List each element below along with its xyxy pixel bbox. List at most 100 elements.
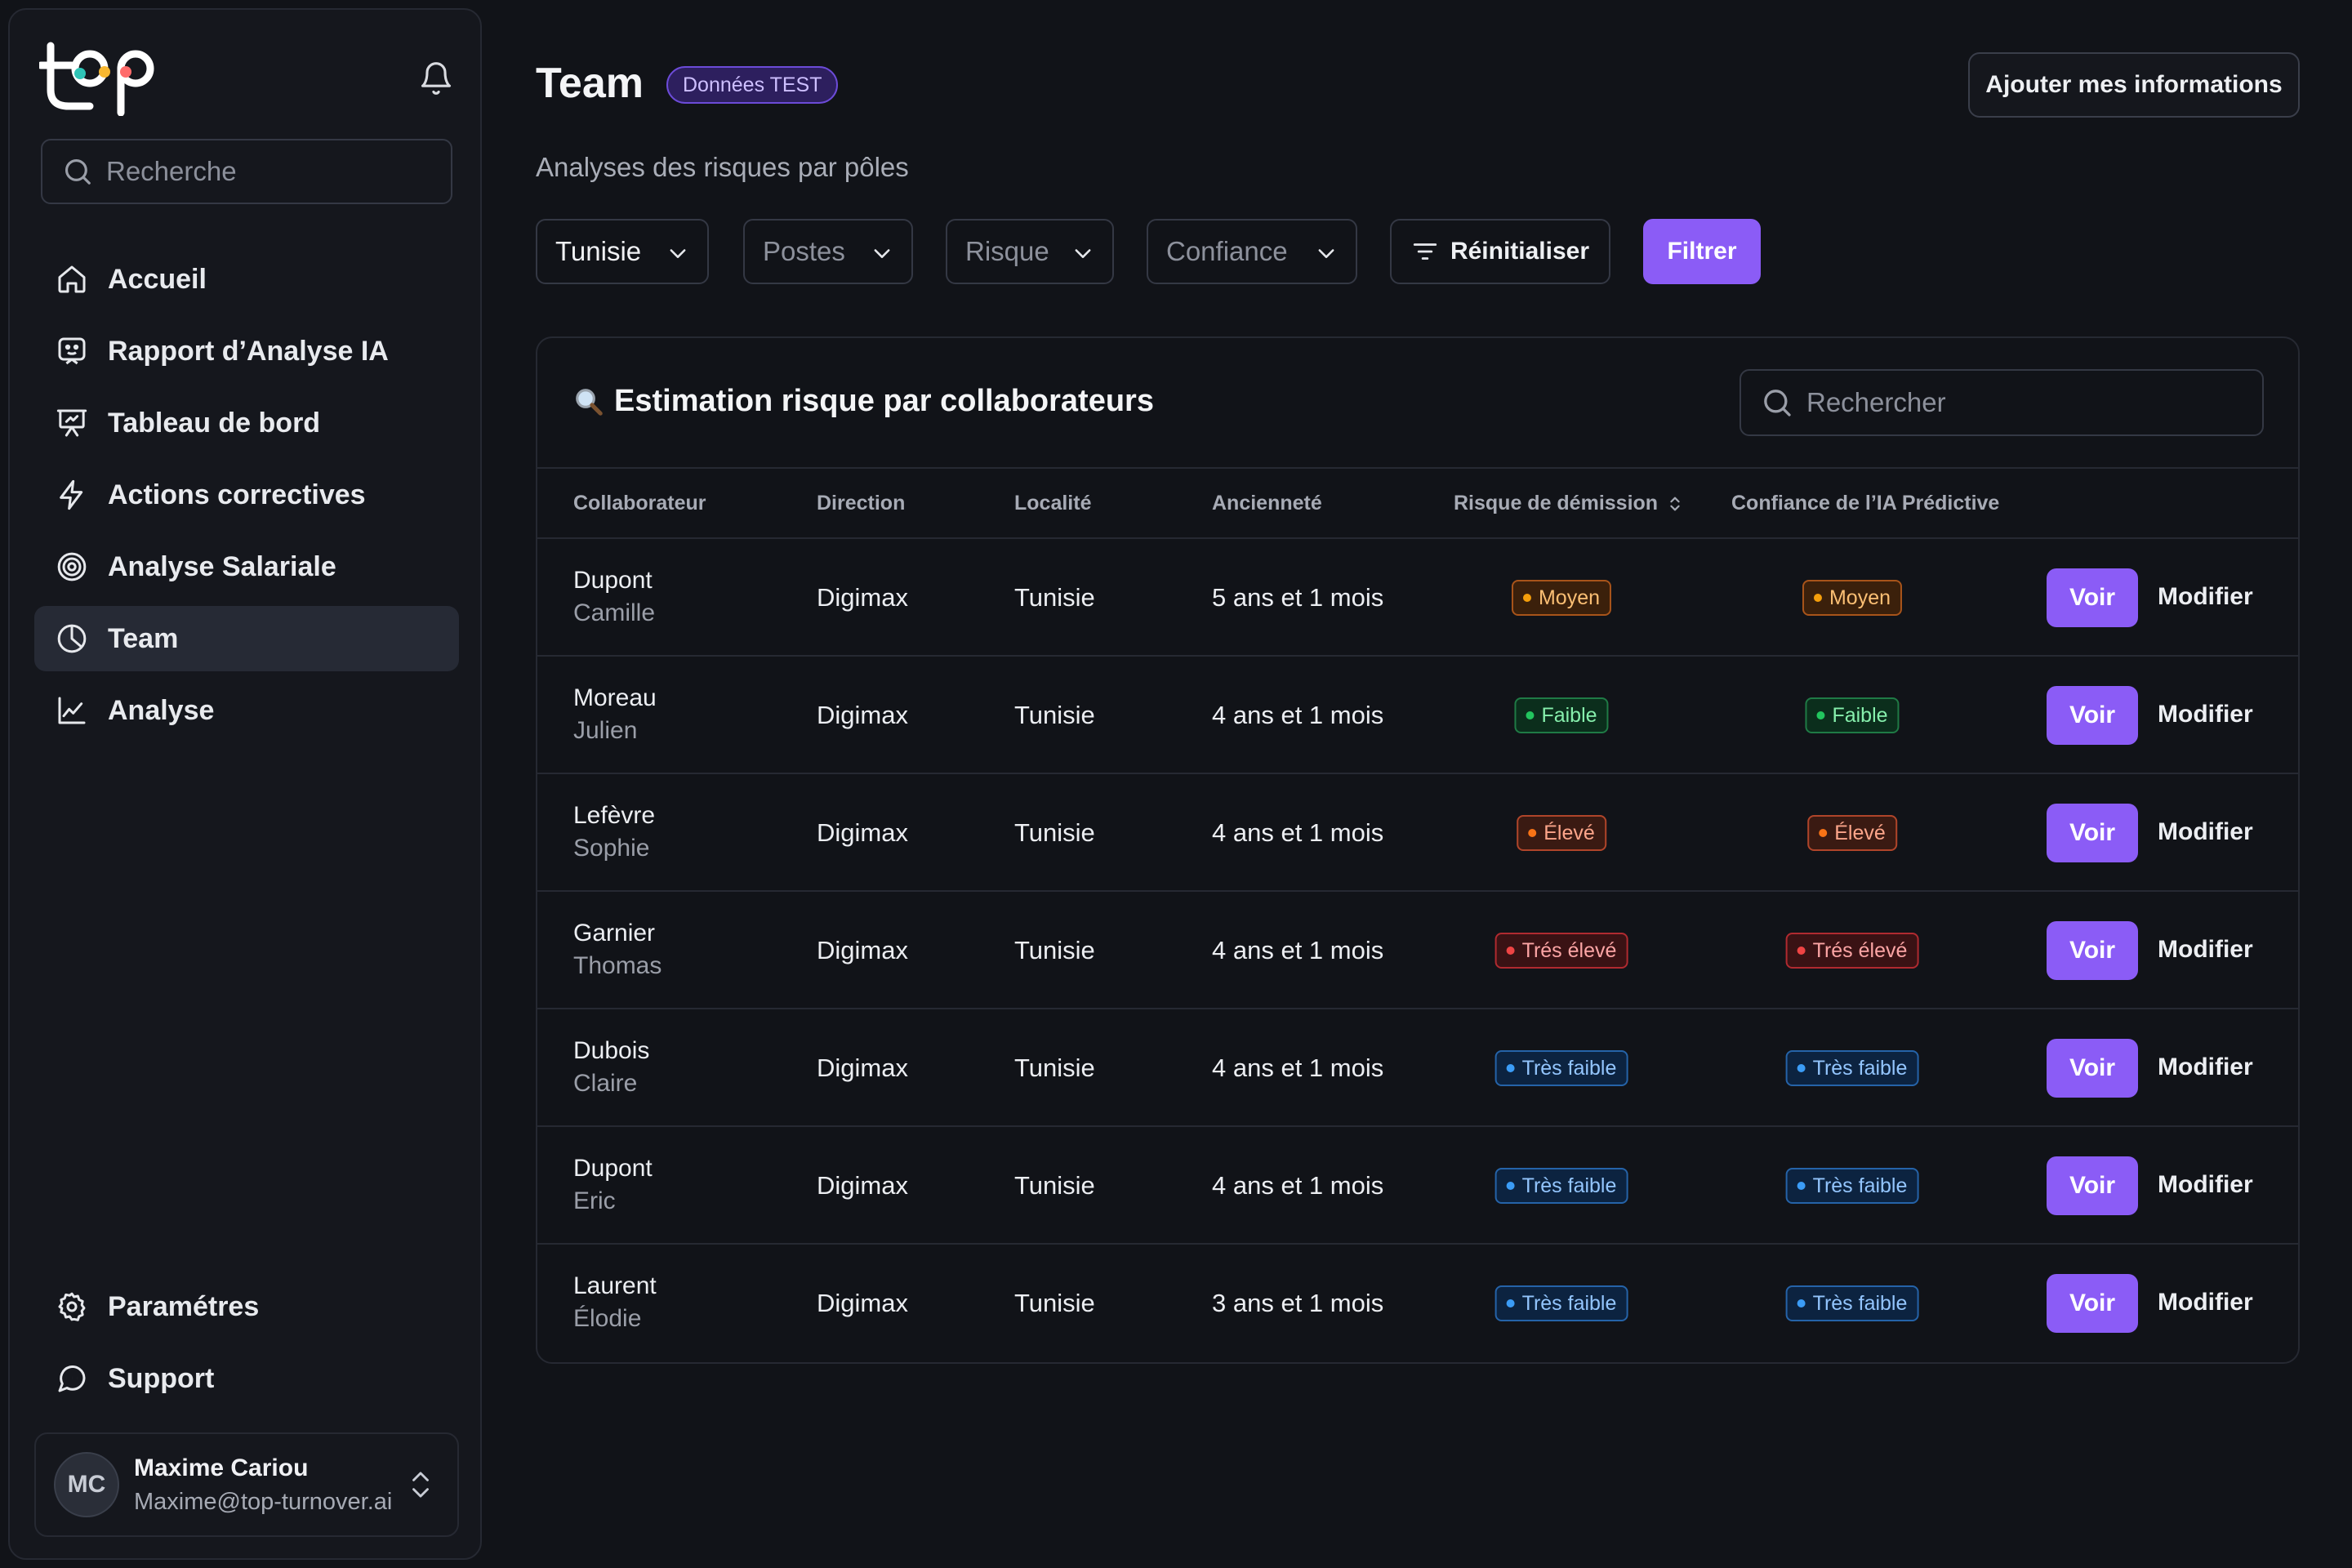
chevron-down-icon xyxy=(874,249,890,258)
status-dot xyxy=(1797,1064,1806,1072)
edit-button[interactable]: Modifier xyxy=(2158,701,2253,728)
risque-select[interactable]: Risque xyxy=(946,219,1114,284)
card-title: Estimation risque par collaborateurs xyxy=(573,384,1154,419)
employee-last-name: Dupont xyxy=(573,567,653,594)
col-risque-sort[interactable]: Risque de démission xyxy=(1454,492,1684,515)
employee-first-name: Claire xyxy=(573,1070,638,1097)
status-dot xyxy=(1797,947,1806,955)
nav-label-support: Support xyxy=(108,1362,215,1394)
apply-filter-button[interactable]: Filtrer xyxy=(1643,219,1761,284)
risk-badge-label: Très faible xyxy=(1521,1174,1617,1197)
confidence-badge: Très faible xyxy=(1785,1285,1919,1321)
col-localite: Localité xyxy=(1014,492,1092,514)
nav-label-rapport: Rapport d’Analyse IA xyxy=(108,335,389,367)
table-row: Dubois Claire Digimax Tunisie 4 ans et 1 moi… xyxy=(537,1009,2298,1127)
filter-lines-icon xyxy=(1413,243,1437,260)
sidebar-search-placeholder: Recherche xyxy=(106,156,237,186)
localite-cell: Tunisie xyxy=(1014,701,1095,729)
status-dot xyxy=(1816,711,1825,719)
confidence-badge: Faible xyxy=(1805,697,1900,733)
confidence-badge: Élevé xyxy=(1807,815,1897,851)
nav-item-parametres[interactable]: Paramétres xyxy=(34,1274,459,1339)
view-button[interactable]: Voir xyxy=(2047,686,2138,745)
employee-last-name: Lefèvre xyxy=(573,802,656,829)
employee-last-name: Laurent xyxy=(573,1272,657,1299)
confidence-badge-label: Très faible xyxy=(1812,1056,1908,1080)
view-button[interactable]: Voir xyxy=(2047,1156,2138,1215)
direction-cell: Digimax xyxy=(817,1054,908,1082)
gear-icon xyxy=(58,1292,86,1321)
nav-item-salariale[interactable]: Analyse Salariale xyxy=(34,534,459,599)
top-logo[interactable] xyxy=(39,41,170,116)
sidebar-search-input[interactable]: Recherche xyxy=(41,139,452,204)
risk-badge: Faible xyxy=(1514,697,1609,733)
status-dot xyxy=(1522,594,1531,602)
confidence-badge: Trés élevé xyxy=(1785,933,1919,969)
edit-button[interactable]: Modifier xyxy=(2158,583,2253,610)
chevron-down-icon xyxy=(1075,249,1091,258)
risk-badge-label: Trés élevé xyxy=(1521,938,1617,962)
risk-badge: Très faible xyxy=(1494,1285,1628,1321)
risk-badge-label: Élevé xyxy=(1544,821,1595,844)
main-nav: Accueil Rapport d’Analyse IA Tableau de … xyxy=(34,247,459,750)
nav-item-team[interactable]: Team xyxy=(34,606,459,671)
postes-select[interactable]: Postes xyxy=(743,219,913,284)
country-select[interactable]: Tunisie xyxy=(536,219,709,284)
risk-badge: Trés élevé xyxy=(1494,933,1628,969)
nav-item-actions[interactable]: Actions correctives xyxy=(34,462,459,528)
localite-cell: Tunisie xyxy=(1014,583,1095,612)
table-row: Dupont Camille Digimax Tunisie 5 ans et 1 mo… xyxy=(537,539,2298,657)
anciennete-cell: 4 ans et 1 mois xyxy=(1212,936,1384,964)
direction-cell: Digimax xyxy=(817,1171,908,1200)
user-menu[interactable]: MC Maxime Cariou Maxime@top-turnover.ai xyxy=(34,1432,459,1537)
nav-item-tableau[interactable]: Tableau de bord xyxy=(34,390,459,456)
confiance-select[interactable]: Confiance xyxy=(1147,219,1357,284)
table-search-input[interactable]: Rechercher xyxy=(1740,369,2264,436)
employee-last-name: Moreau xyxy=(573,684,657,711)
view-button[interactable]: Voir xyxy=(2047,1274,2138,1333)
status-dot xyxy=(1797,1299,1806,1307)
nav-label-actions: Actions correctives xyxy=(108,479,366,510)
view-button[interactable]: Voir xyxy=(2047,1039,2138,1098)
edit-button[interactable]: Modifier xyxy=(2158,1171,2253,1198)
risk-badge: Moyen xyxy=(1511,580,1612,616)
anciennete-cell: 4 ans et 1 mois xyxy=(1212,1054,1384,1082)
direction-cell: Digimax xyxy=(817,818,908,847)
anciennete-cell: 4 ans et 1 mois xyxy=(1212,701,1384,729)
nav-label-parametres: Paramétres xyxy=(108,1290,260,1322)
direction-cell: Digimax xyxy=(817,701,908,729)
status-dot xyxy=(1528,829,1537,837)
postes-select-value: Postes xyxy=(763,236,845,266)
add-info-button[interactable]: Ajouter mes informations xyxy=(1968,52,2300,118)
view-button[interactable]: Voir xyxy=(2047,568,2138,627)
reset-filters-button[interactable]: Réinitialiser xyxy=(1390,219,1610,284)
edit-button[interactable]: Modifier xyxy=(2158,1289,2253,1316)
edit-button[interactable]: Modifier xyxy=(2158,936,2253,963)
view-button[interactable]: Voir xyxy=(2047,921,2138,980)
edit-button[interactable]: Modifier xyxy=(2158,818,2253,845)
nav-item-analyse[interactable]: Analyse xyxy=(34,678,459,743)
employee-first-name: Thomas xyxy=(573,952,662,979)
nav-item-support[interactable]: Support xyxy=(34,1346,459,1411)
anciennete-cell: 3 ans et 1 mois xyxy=(1212,1289,1384,1317)
status-dot xyxy=(1506,1182,1515,1190)
search-icon xyxy=(1764,390,1791,416)
sort-icon xyxy=(1670,497,1680,510)
table-row: Garnier Thomas Digimax Tunisie 4 ans et 1 mo… xyxy=(537,892,2298,1009)
risk-badge: Très faible xyxy=(1494,1050,1628,1086)
bell-icon[interactable] xyxy=(418,60,454,96)
confidence-badge-label: Trés élevé xyxy=(1812,938,1908,962)
col-collaborateur: Collaborateur xyxy=(573,492,706,514)
anciennete-cell: 4 ans et 1 mois xyxy=(1212,1171,1384,1200)
confidence-badge: Très faible xyxy=(1785,1168,1919,1204)
chat-icon xyxy=(58,1365,86,1392)
bottom-nav: Paramétres Support xyxy=(34,1274,459,1418)
edit-button[interactable]: Modifier xyxy=(2158,1054,2253,1080)
nav-label-accueil: Accueil xyxy=(108,263,207,295)
risk-badge: Très faible xyxy=(1494,1168,1628,1204)
nav-item-rapport[interactable]: Rapport d’Analyse IA xyxy=(34,318,459,384)
nav-item-accueil[interactable]: Accueil xyxy=(34,247,459,312)
employee-first-name: Julien xyxy=(573,717,638,744)
view-button[interactable]: Voir xyxy=(2047,804,2138,862)
chevron-up-down-icon xyxy=(412,1472,429,1498)
